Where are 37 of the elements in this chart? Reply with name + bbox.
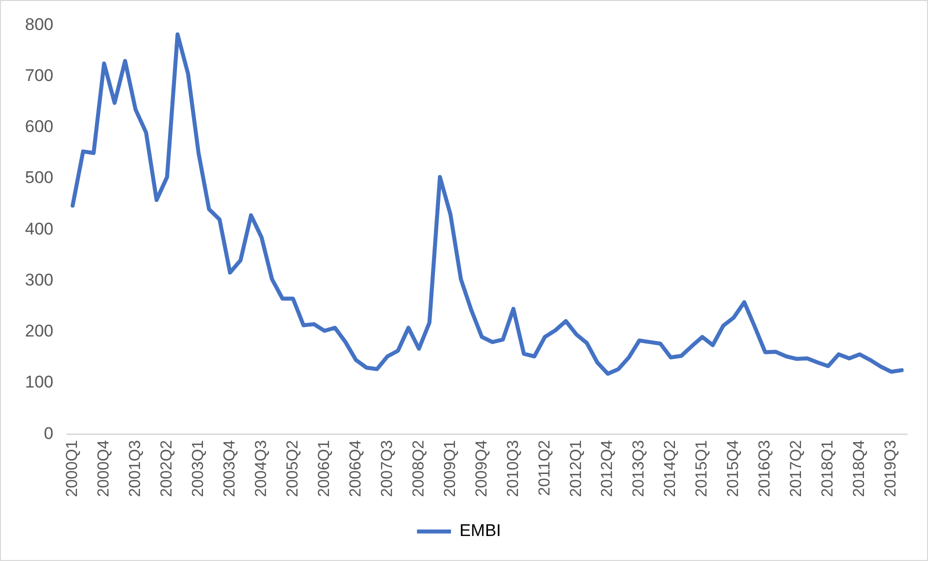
x-tick-label: 2012Q4 [599,440,616,497]
x-tick-label: 2014Q2 [662,440,680,497]
x-tick-label: 2004Q3 [252,440,270,497]
x-tick-label: 2006Q1 [316,440,333,497]
y-tick-label: 100 [24,372,54,392]
y-tick-label: 200 [24,322,54,341]
x-tick-label: 2005Q2 [284,440,302,497]
x-tick-label: 2012Q1 [568,440,585,497]
x-tick-label: 2011Q2 [536,440,554,496]
x-tick-label: 2018Q4 [851,440,868,497]
x-tick-label: 2008Q2 [410,440,428,497]
legend-label: EMBI [459,521,502,540]
y-tick-label: 300 [24,270,54,290]
y-tick-label: 500 [24,168,54,188]
y-tick-label: 600 [24,117,54,136]
x-tick-label: 2019Q3 [882,440,900,497]
x-tick-label: 2009Q4 [473,440,490,497]
x-tick-label: 2006Q4 [347,440,364,497]
x-tick-label: 2017Q2 [788,440,806,497]
x-tick-label: 2003Q1 [190,440,207,497]
x-tick-label: 2000Q4 [96,440,112,497]
x-tick-label: 2018Q1 [820,440,837,497]
x-tick-label: 2002Q2 [158,440,176,497]
x-tick-label: 2015Q1 [694,440,711,497]
x-tick-label: 2001Q3 [126,440,144,497]
x-tick-label: 2016Q3 [756,440,774,497]
x-tick-label: 2015Q4 [725,440,742,497]
y-tick-label: 0 [44,424,54,443]
y-tick-label: 800 [24,14,54,34]
x-tick-label: 2009Q1 [442,440,459,497]
y-tick-label: 400 [24,219,54,238]
x-tick-label: 2013Q3 [630,440,648,497]
x-tick-label: 2003Q4 [221,440,238,497]
x-tick-label: 2000Q1 [64,440,82,497]
x-tick-label: 2007Q3 [378,440,396,497]
y-tick-label: 700 [24,66,54,85]
x-tick-label: 2010Q3 [504,440,522,497]
